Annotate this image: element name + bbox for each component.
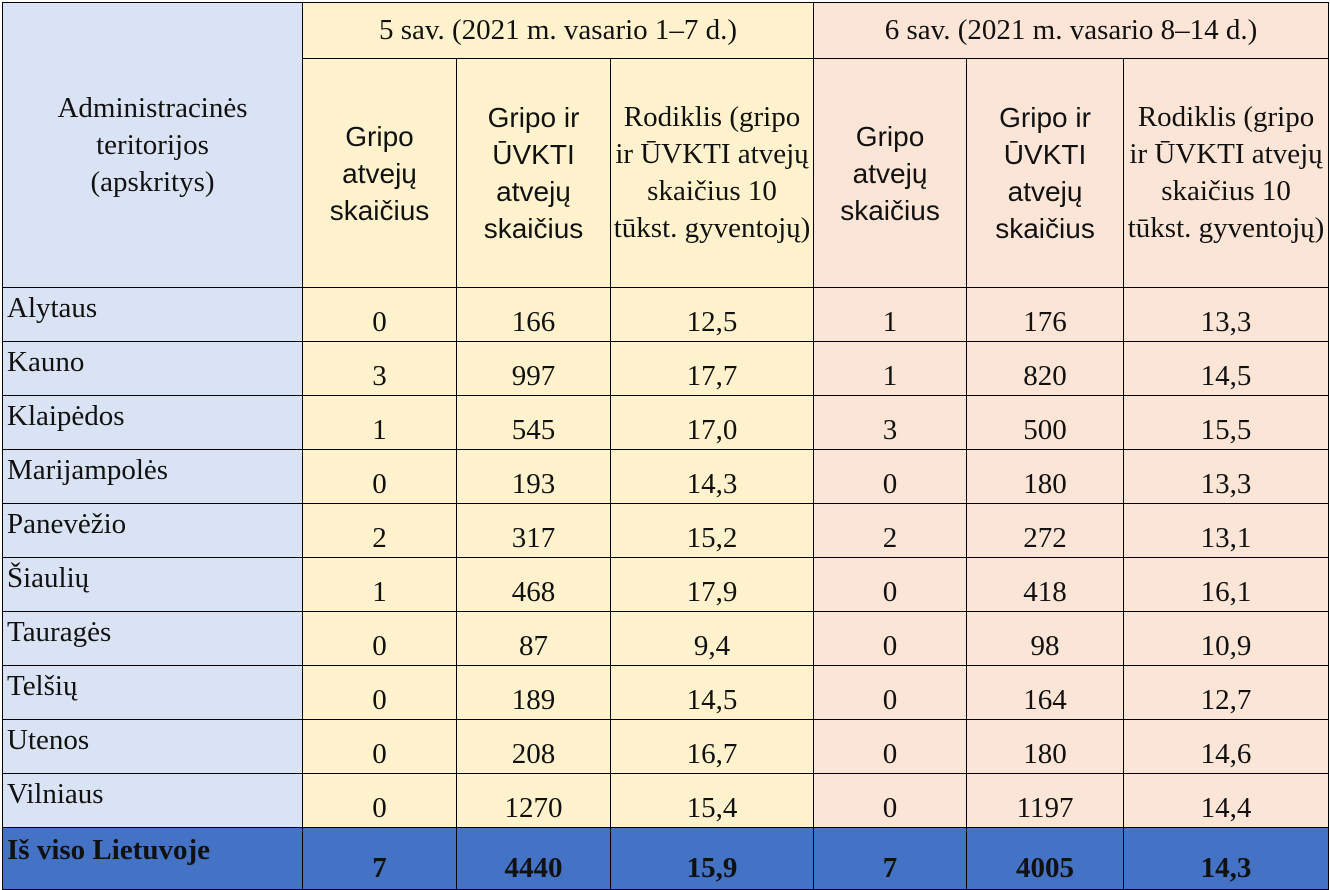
w5-total-cell: 545 bbox=[456, 395, 611, 450]
w5-total-cell: 193 bbox=[456, 449, 611, 504]
w6-rate-header: Rodiklis (gripo ir ŪVKTI atvejų skaičius… bbox=[1123, 58, 1330, 288]
w5-gripo-cell: 0 bbox=[302, 719, 457, 774]
w6-total-cell: 98 bbox=[966, 611, 1125, 666]
w5-total-cell: 317 bbox=[456, 503, 611, 558]
w5-rate-cell: 15,4 bbox=[609, 773, 815, 828]
w6-rate-cell: 13,3 bbox=[1123, 287, 1330, 342]
w6-total-cell: 418 bbox=[966, 557, 1125, 612]
w5-gripo-cell: 1 bbox=[302, 395, 457, 450]
w6-rate-cell: 16,1 bbox=[1123, 557, 1330, 612]
w6-gripo-total: 7 bbox=[813, 827, 968, 890]
week6-header: 6 sav. (2021 m. vasario 8–14 d.) bbox=[813, 2, 1330, 59]
table-row: Alytaus 0 166 12,5 1 176 13,3 bbox=[2, 287, 1330, 342]
w6-total-cell: 164 bbox=[966, 665, 1125, 720]
table-row: Šiaulių 1 468 17,9 0 418 16,1 bbox=[2, 557, 1330, 612]
w6-rate-cell: 13,3 bbox=[1123, 449, 1330, 504]
w5-rate-total: 15,9 bbox=[609, 827, 815, 890]
w6-gripo-cell: 2 bbox=[813, 503, 968, 558]
total-row: Iš viso Lietuvoje 7 4440 15,9 7 4005 14,… bbox=[2, 827, 1330, 890]
w5-rate-cell: 16,7 bbox=[609, 719, 815, 774]
w6-gripo-cell: 0 bbox=[813, 611, 968, 666]
w5-gripo-cell: 0 bbox=[302, 287, 457, 342]
w5-rate-header: Rodiklis (gripo ir ŪVKTI atvejų skaičius… bbox=[609, 58, 815, 288]
w6-total-cell: 176 bbox=[966, 287, 1125, 342]
w6-gripo-cell: 0 bbox=[813, 719, 968, 774]
w5-gripo-cell: 0 bbox=[302, 449, 457, 504]
table-row: Telšių 0 189 14,5 0 164 12,7 bbox=[2, 665, 1330, 720]
w5-gripo-cell: 0 bbox=[302, 665, 457, 720]
w5-total-header: Gripo ir ŪVKTI atvejų skaičius bbox=[456, 58, 611, 288]
table-row: Vilniaus 0 1270 15,4 0 1197 14,4 bbox=[2, 773, 1330, 828]
w5-gripo-total: 7 bbox=[302, 827, 457, 890]
w6-gripo-cell: 0 bbox=[813, 557, 968, 612]
w6-total-cell: 180 bbox=[966, 719, 1125, 774]
w6-gripo-cell: 0 bbox=[813, 449, 968, 504]
w5-rate-cell: 15,2 bbox=[609, 503, 815, 558]
w6-rate-cell: 14,4 bbox=[1123, 773, 1330, 828]
region-name: Panevėžio bbox=[2, 503, 303, 558]
w6-gripo-cell: 1 bbox=[813, 341, 968, 396]
region-header-label: Administracinės teritorijos (apskritys) bbox=[57, 91, 248, 198]
w6-total-cell: 272 bbox=[966, 503, 1125, 558]
region-name: Klaipėdos bbox=[2, 395, 303, 450]
w5-gripo-cell: 1 bbox=[302, 557, 457, 612]
region-name: Tauragės bbox=[2, 611, 303, 666]
table-row: Marijampolės 0 193 14,3 0 180 13,3 bbox=[2, 449, 1330, 504]
region-name: Šiaulių bbox=[2, 557, 303, 612]
table-row: Klaipėdos 1 545 17,0 3 500 15,5 bbox=[2, 395, 1330, 450]
region-name: Utenos bbox=[2, 719, 303, 774]
w6-gripo-cell: 1 bbox=[813, 287, 968, 342]
w6-gripo-cell: 0 bbox=[813, 773, 968, 828]
w5-total-cell: 189 bbox=[456, 665, 611, 720]
table-row: Tauragės 0 87 9,4 0 98 10,9 bbox=[2, 611, 1330, 666]
table-row: Panevėžio 2 317 15,2 2 272 13,1 bbox=[2, 503, 1330, 558]
table-row: Kauno 3 997 17,7 1 820 14,5 bbox=[2, 341, 1330, 396]
w5-total-cell: 208 bbox=[456, 719, 611, 774]
w6-rate-cell: 14,6 bbox=[1123, 719, 1330, 774]
w5-gripo-header: Gripo atvejų skaičius bbox=[302, 58, 457, 288]
w5-total-cell: 468 bbox=[456, 557, 611, 612]
w6-rate-cell: 15,5 bbox=[1123, 395, 1330, 450]
w6-gripo-cell: 3 bbox=[813, 395, 968, 450]
total-label: Iš viso Lietuvoje bbox=[2, 827, 303, 890]
w6-total-cell: 1197 bbox=[966, 773, 1125, 828]
region-name: Vilniaus bbox=[2, 773, 303, 828]
w6-gripo-header: Gripo atvejų skaičius bbox=[813, 58, 968, 288]
table-row: Utenos 0 208 16,7 0 180 14,6 bbox=[2, 719, 1330, 774]
w5-gripo-cell: 0 bbox=[302, 773, 457, 828]
week5-header: 5 sav. (2021 m. vasario 1–7 d.) bbox=[301, 2, 815, 59]
region-name: Alytaus bbox=[2, 287, 303, 342]
w5-total-cell: 87 bbox=[456, 611, 611, 666]
w6-total-total: 4005 bbox=[966, 827, 1125, 890]
w5-total-cell: 166 bbox=[456, 287, 611, 342]
w5-rate-cell: 14,3 bbox=[609, 449, 815, 504]
w6-total-cell: 820 bbox=[966, 341, 1125, 396]
w5-rate-cell: 17,9 bbox=[609, 557, 815, 612]
w5-rate-cell: 14,5 bbox=[609, 665, 815, 720]
w6-rate-cell: 14,5 bbox=[1123, 341, 1330, 396]
region-name: Telšių bbox=[2, 665, 303, 720]
w6-rate-total: 14,3 bbox=[1123, 827, 1330, 890]
w5-gripo-cell: 2 bbox=[302, 503, 457, 558]
w6-rate-cell: 12,7 bbox=[1123, 665, 1330, 720]
region-name: Marijampolės bbox=[2, 449, 303, 504]
region-header: Administracinės teritorijos (apskritys) bbox=[2, 2, 303, 288]
w6-total-cell: 180 bbox=[966, 449, 1125, 504]
w6-rate-cell: 13,1 bbox=[1123, 503, 1330, 558]
w5-total-cell: 997 bbox=[456, 341, 611, 396]
w6-gripo-cell: 0 bbox=[813, 665, 968, 720]
w6-total-header: Gripo ir ŪVKTI atvejų skaičius bbox=[966, 58, 1125, 288]
w5-rate-cell: 17,0 bbox=[609, 395, 815, 450]
w5-rate-cell: 17,7 bbox=[609, 341, 815, 396]
w5-total-total: 4440 bbox=[456, 827, 611, 890]
w6-rate-cell: 10,9 bbox=[1123, 611, 1330, 666]
w6-total-cell: 500 bbox=[966, 395, 1125, 450]
w5-gripo-cell: 0 bbox=[302, 611, 457, 666]
w5-rate-cell: 9,4 bbox=[609, 611, 815, 666]
w5-rate-cell: 12,5 bbox=[609, 287, 815, 342]
w5-gripo-cell: 3 bbox=[302, 341, 457, 396]
region-name: Kauno bbox=[2, 341, 303, 396]
w5-total-cell: 1270 bbox=[456, 773, 611, 828]
